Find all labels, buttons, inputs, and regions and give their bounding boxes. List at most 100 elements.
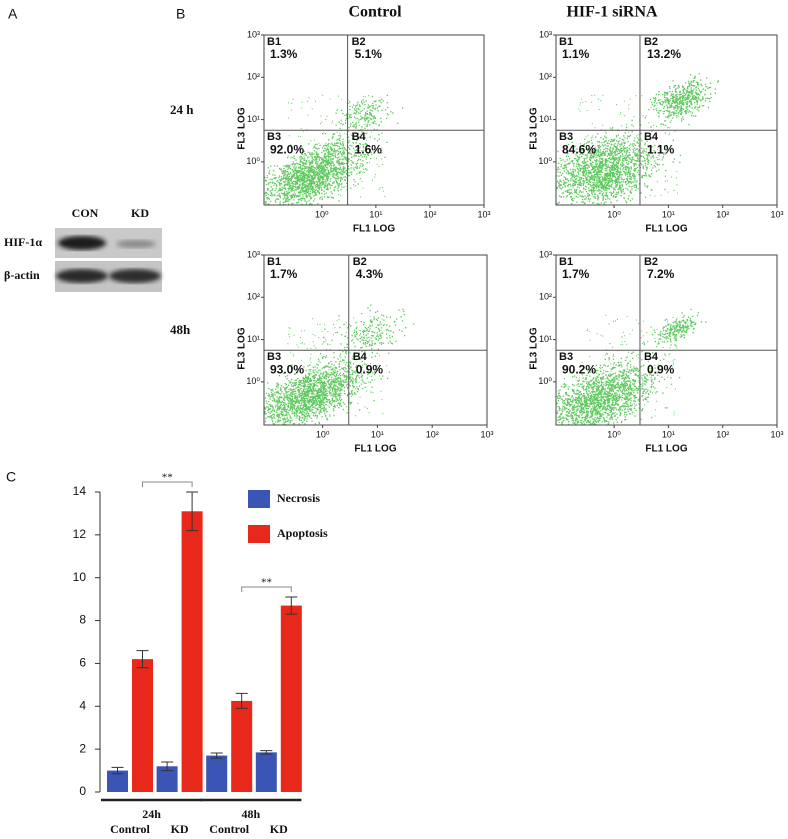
quadrant-name: B4 [352,131,367,143]
quadrant-name: B2 [644,36,658,48]
quadrant-percent: 5.1% [355,47,383,61]
y-tick-label: 8 [79,613,86,627]
quadrant-name: B3 [559,351,573,363]
lane-label: CON [72,206,99,220]
quadrant-name: B1 [559,256,573,268]
band [109,269,161,283]
y-axis-label: FL3 LOG [237,327,248,369]
error-bar [285,596,298,615]
legend-label: Necrosis [277,491,320,505]
error-bar [161,761,174,772]
legend-swatch [248,525,270,543]
y-tick-label: 10² [247,292,260,302]
y-tick-label: 10² [539,72,552,82]
x-axis-label: FL1 LOG [353,224,395,235]
y-tick-label: 10¹ [539,114,552,124]
x-tick-label: 10⁰ [316,429,330,439]
bar [107,770,128,792]
quadrant-percent: 7.2% [647,267,675,281]
y-tick-label: 10¹ [247,114,260,124]
y-tick-label: 10¹ [247,334,260,344]
row-label: 48h [170,322,191,337]
group-label: 24h [142,807,161,821]
quadrant-name: B3 [267,351,281,363]
y-axis-label: FL3 LOG [529,327,540,369]
quadrant-percent: 13.2% [647,47,681,61]
quadrant-name: B2 [352,36,366,48]
band [56,269,108,283]
y-tick-label: 0 [79,784,86,798]
x-tick-label: 10¹ [662,209,675,219]
x-tick-label: 10² [426,429,439,439]
x-tick-label: KD [270,822,288,836]
quadrant-name: B4 [644,131,659,143]
quadrant-name: B3 [267,131,281,143]
quadrant-percent: 1.3% [270,47,298,61]
quadrant-percent: 1.7% [562,267,590,281]
quadrant-percent: 93.0% [270,362,304,376]
bar [280,605,302,792]
bar [206,755,228,792]
error-bar [186,491,199,532]
blot [55,228,162,292]
x-tick-label: 10¹ [369,209,382,219]
x-axis-label: FL1 LOG [354,444,396,455]
significance-label: ** [162,472,173,484]
quadrant-percent: 1.6% [355,142,383,156]
error-bar [136,650,149,669]
event-cloud [264,94,404,206]
quadrant-name: B1 [267,256,281,268]
quadrant-percent: 1.1% [647,142,675,156]
x-tick-label: 10² [716,209,729,219]
bar [181,511,203,792]
quadrant-percent: 90.2% [562,362,596,376]
quadrant-name: B4 [353,351,368,363]
y-tick-label: 12 [73,527,87,541]
x-tick-label: 10⁰ [315,209,329,219]
column-title: HIF-1 siRNA [566,4,658,21]
column-title: Control [348,4,402,21]
panel-label: A [8,6,18,22]
x-tick-label: 10² [423,209,436,219]
group-label: 48h [241,807,260,821]
event-cloud [264,304,415,426]
quadrant-name: B1 [559,36,573,48]
y-tick-label: 10² [247,72,260,82]
protein-label: β-actin [4,268,40,282]
quadrant-percent: 1.1% [562,47,590,61]
row-label: 24 h [170,102,194,117]
legend-swatch [248,490,270,508]
quadrant-name: B3 [559,131,573,143]
protein-label: HIF-1α [4,235,42,249]
y-tick-label: 10³ [247,29,260,39]
significance-bracket [142,481,193,487]
y-axis-label: FL3 LOG [529,107,540,149]
x-tick-label: 10³ [770,209,783,219]
x-tick-label: 10¹ [371,429,384,439]
bar [255,752,277,792]
bar [156,766,178,792]
y-tick-label: 10³ [539,29,552,39]
quadrant-percent: 92.0% [270,142,304,156]
y-tick-label: 10¹ [539,334,552,344]
significance-label: ** [261,577,272,589]
y-tick-label: 4 [79,698,86,712]
quadrant-name: B4 [644,351,659,363]
y-axis-label: FL3 LOG [237,107,248,149]
panel-label: C [6,469,16,485]
bar [231,700,253,792]
y-tick-label: 10³ [539,249,552,259]
legend-label: Apoptosis [277,526,328,540]
x-tick-label: 10³ [770,429,783,439]
y-tick-label: 10² [539,292,552,302]
panel-label: B [176,6,185,22]
significance-bracket [241,586,292,592]
y-tick-label: 10⁰ [246,376,260,386]
error-bar [260,750,273,755]
x-tick-label: 10⁰ [607,429,621,439]
x-tick-label: Control [110,822,150,836]
quadrant-percent: 1.7% [270,267,298,281]
y-tick-label: 10⁰ [538,376,552,386]
x-tick-label: KD [171,822,189,836]
x-axis-label: FL1 LOG [645,224,687,235]
